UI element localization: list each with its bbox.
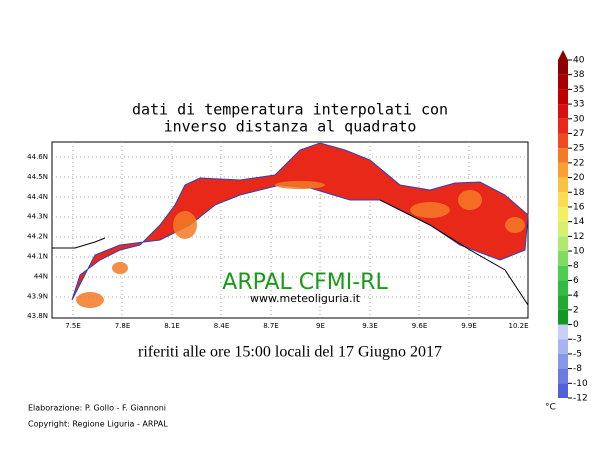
lat-ticks: 44.6N 44.5N 44.4N 44.3N 44.2N 44.1N 44N 43.9N 43… bbox=[27, 153, 48, 320]
lat-tick-label: 44.1N bbox=[27, 253, 48, 261]
lon-tick-label: 9E bbox=[316, 322, 325, 330]
colorbar-label: 8 bbox=[573, 261, 579, 271]
colorbar-label: 25 bbox=[573, 144, 584, 154]
title-line: dati di temperatura interpolati con bbox=[132, 101, 448, 119]
colorbar-label: 27 bbox=[573, 129, 584, 139]
colorbar-label: -8 bbox=[573, 364, 582, 374]
colorbar-bin bbox=[558, 60, 568, 75]
colorbar-bin bbox=[558, 192, 568, 207]
lat-tick-label: 44N bbox=[34, 272, 48, 280]
colorbar-label: -12 bbox=[573, 394, 588, 404]
credit: Elaborazione: P. Gollo - F. Giannoni bbox=[28, 404, 166, 413]
colorbar-bin bbox=[558, 74, 568, 90]
credit: Copyright: Regione Liguria - ARPAL bbox=[28, 420, 168, 429]
colorbar-bin bbox=[558, 368, 568, 384]
colorbar-bin bbox=[558, 353, 568, 369]
colorbar-label: 18 bbox=[573, 188, 585, 198]
coastline bbox=[379, 199, 529, 306]
colorbar-label: 40 bbox=[573, 56, 585, 66]
lon-tick-label: 7.5E bbox=[65, 322, 81, 330]
colorbar-bin bbox=[558, 324, 568, 340]
colorbar-bin bbox=[558, 383, 568, 398]
lat-tick-label: 44.6N bbox=[27, 153, 48, 161]
colorbar-label: 20 bbox=[573, 173, 585, 183]
colorbar-bin bbox=[558, 236, 568, 252]
colorbar-label: 22 bbox=[573, 158, 584, 168]
colorbar-label: -3 bbox=[573, 335, 582, 345]
lon-tick-label: 9.3E bbox=[362, 322, 378, 330]
colorbar-label: 35 bbox=[573, 85, 584, 95]
colorbar-bin bbox=[558, 177, 568, 193]
colorbar-label: -10 bbox=[573, 379, 588, 389]
colorbar-label: 2 bbox=[573, 305, 579, 315]
colorbar-bin bbox=[558, 89, 568, 105]
border bbox=[52, 237, 106, 249]
website: www.meteoliguria.it bbox=[250, 292, 361, 305]
colorbar-bin bbox=[558, 339, 568, 354]
lon-ticks: 7.5E 7.8E 8.1E 8.4E 8.7E 9E 9.3E 9.6E 9.9E 10.2E bbox=[65, 322, 528, 330]
lat-tick-label: 44.2N bbox=[27, 233, 48, 241]
colorbar-label: 12 bbox=[573, 232, 584, 242]
colorbar-bin bbox=[558, 295, 568, 310]
unit: °C bbox=[545, 403, 556, 413]
lon-tick-label: 7.8E bbox=[115, 322, 131, 330]
colorbar-bin bbox=[558, 162, 568, 178]
colorbar-label: 0 bbox=[573, 320, 579, 330]
colorbar-bin bbox=[558, 133, 568, 149]
colorbar-label: 14 bbox=[573, 217, 585, 227]
colorbar-bin bbox=[558, 221, 568, 237]
colorbar-bin bbox=[558, 265, 568, 281]
colorbar-label: -5 bbox=[573, 349, 582, 359]
colorbar: 403835333027252220181614121086420-3-5-8-… bbox=[558, 56, 588, 404]
colorbar-bin bbox=[558, 206, 568, 222]
caption: riferiti alle ore 15:00 locali del 17 Gi… bbox=[138, 344, 442, 361]
title-line: inverso distanza al quadrato bbox=[164, 118, 417, 136]
watermark: ARPAL CFMI-RL bbox=[222, 270, 388, 295]
lat-tick-label: 43.9N bbox=[27, 292, 48, 300]
lon-tick-label: 10.2E bbox=[508, 322, 528, 330]
lon-tick-label: 8.4E bbox=[214, 322, 230, 330]
colorbar-bin bbox=[558, 309, 568, 325]
lat-tick-label: 43.8N bbox=[27, 312, 48, 320]
lat-tick-label: 44.3N bbox=[27, 213, 48, 221]
lon-tick-label: 8.7E bbox=[263, 322, 279, 330]
colorbar-bin bbox=[558, 280, 568, 296]
colorbar-bin bbox=[558, 148, 568, 163]
colorbar-bin bbox=[558, 104, 568, 119]
colorbar-label: 38 bbox=[573, 70, 585, 80]
lat-tick-label: 44.5N bbox=[27, 173, 48, 181]
colorbar-label: 10 bbox=[573, 247, 585, 257]
colorbar-bin bbox=[558, 251, 568, 266]
lon-tick-label: 8.1E bbox=[164, 322, 180, 330]
colorbar-label: 30 bbox=[573, 114, 585, 124]
lat-tick-label: 44.4N bbox=[27, 193, 48, 201]
colorbar-bin bbox=[558, 118, 568, 134]
lon-tick-label: 9.9E bbox=[461, 322, 477, 330]
colorbar-label: 16 bbox=[573, 202, 585, 212]
colorbar-label: 33 bbox=[573, 100, 584, 110]
temperature-field bbox=[71, 142, 529, 301]
colorbar-arrow bbox=[558, 50, 568, 60]
map: ARPAL CFMI-RL www.meteoliguria.it 7.5E 7.… bbox=[27, 141, 529, 330]
colorbar-label: 4 bbox=[573, 291, 579, 301]
warm-patches bbox=[76, 181, 525, 308]
lon-tick-label: 9.6E bbox=[412, 322, 428, 330]
colorbar-label: 6 bbox=[573, 276, 579, 286]
